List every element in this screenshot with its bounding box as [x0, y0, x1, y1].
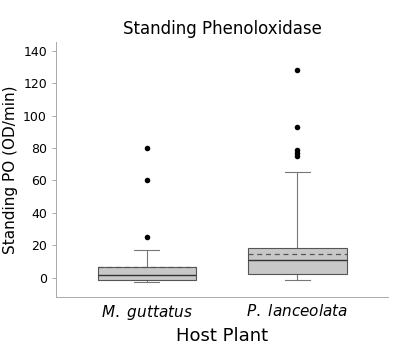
- X-axis label: Host Plant: Host Plant: [176, 327, 268, 346]
- Bar: [248, 248, 346, 274]
- Y-axis label: Standing PO (OD/min): Standing PO (OD/min): [2, 86, 18, 254]
- Title: Standing Phenoloxidase: Standing Phenoloxidase: [122, 20, 322, 38]
- Bar: [98, 267, 196, 280]
